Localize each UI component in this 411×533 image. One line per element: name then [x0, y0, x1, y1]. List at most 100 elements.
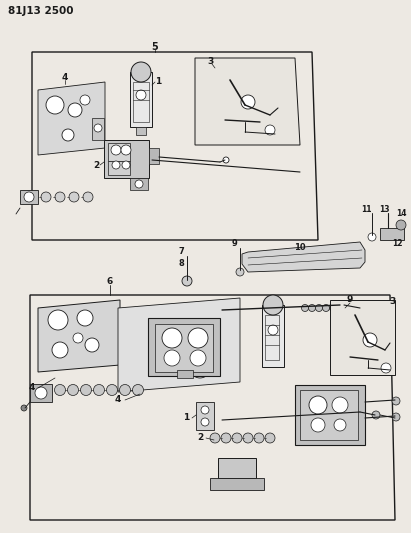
Text: 4: 4: [29, 384, 35, 392]
Text: 2: 2: [93, 160, 99, 169]
Circle shape: [164, 350, 180, 366]
Circle shape: [77, 310, 93, 326]
Text: 14: 14: [396, 208, 406, 217]
Circle shape: [85, 338, 99, 352]
Circle shape: [182, 276, 192, 286]
Text: 5: 5: [152, 42, 158, 52]
Circle shape: [73, 333, 83, 343]
Circle shape: [381, 363, 391, 373]
Circle shape: [309, 396, 327, 414]
Bar: [210, 478, 264, 490]
Text: 11: 11: [361, 206, 371, 214]
Circle shape: [311, 418, 325, 432]
Circle shape: [83, 192, 93, 202]
Polygon shape: [38, 300, 120, 372]
Bar: [92, 118, 104, 140]
Bar: [148, 318, 220, 376]
Circle shape: [136, 90, 146, 100]
Circle shape: [363, 333, 377, 347]
Polygon shape: [118, 298, 240, 392]
Circle shape: [263, 295, 283, 315]
Circle shape: [241, 95, 255, 109]
Circle shape: [35, 387, 47, 399]
Circle shape: [372, 411, 380, 419]
Circle shape: [48, 310, 68, 330]
Circle shape: [302, 304, 309, 311]
Circle shape: [392, 397, 400, 405]
Circle shape: [111, 145, 121, 155]
Bar: [130, 72, 152, 127]
Circle shape: [265, 125, 275, 135]
Text: 9: 9: [231, 239, 237, 248]
Circle shape: [210, 433, 220, 443]
Circle shape: [368, 233, 376, 241]
Circle shape: [120, 384, 131, 395]
Bar: [265, 315, 279, 360]
Circle shape: [221, 433, 231, 443]
Circle shape: [55, 192, 65, 202]
Circle shape: [94, 124, 102, 132]
Circle shape: [93, 384, 104, 395]
Circle shape: [132, 384, 143, 395]
Circle shape: [121, 145, 131, 155]
Bar: [30, 384, 52, 402]
Text: 4: 4: [62, 72, 68, 82]
Text: 2: 2: [197, 433, 203, 442]
Bar: [133, 82, 149, 122]
Text: 3: 3: [390, 297, 396, 306]
Circle shape: [254, 433, 264, 443]
Text: 10: 10: [294, 243, 306, 252]
Circle shape: [323, 304, 330, 311]
Bar: [177, 370, 193, 378]
Circle shape: [201, 406, 209, 414]
Circle shape: [24, 192, 34, 202]
Circle shape: [332, 397, 348, 413]
Circle shape: [309, 304, 316, 311]
Circle shape: [81, 384, 92, 395]
Circle shape: [232, 433, 242, 443]
Bar: [262, 305, 284, 367]
Circle shape: [80, 95, 90, 105]
Polygon shape: [195, 58, 300, 145]
Circle shape: [41, 192, 51, 202]
Circle shape: [21, 405, 27, 411]
Circle shape: [223, 157, 229, 163]
Circle shape: [69, 192, 79, 202]
Circle shape: [392, 413, 400, 421]
Bar: [155, 324, 213, 372]
Circle shape: [330, 304, 337, 311]
Bar: [295, 385, 365, 445]
Circle shape: [162, 328, 182, 348]
Bar: [380, 228, 404, 240]
Bar: [196, 402, 214, 430]
Bar: [136, 127, 146, 135]
Circle shape: [135, 180, 143, 188]
Bar: [108, 161, 130, 175]
Text: 1: 1: [155, 77, 161, 86]
Polygon shape: [38, 82, 105, 155]
Circle shape: [106, 384, 118, 395]
Text: 9: 9: [347, 295, 353, 304]
Circle shape: [316, 304, 323, 311]
Text: 7: 7: [178, 247, 184, 256]
Circle shape: [131, 62, 151, 82]
Circle shape: [122, 161, 130, 169]
Circle shape: [243, 433, 253, 443]
Bar: [20, 190, 38, 204]
Circle shape: [112, 161, 120, 169]
Text: 6: 6: [107, 278, 113, 287]
Bar: [149, 148, 159, 164]
Bar: [300, 390, 358, 440]
Circle shape: [201, 418, 209, 426]
Circle shape: [62, 129, 74, 141]
Text: 8: 8: [178, 259, 184, 268]
Circle shape: [396, 220, 406, 230]
Text: 1: 1: [183, 414, 189, 423]
Circle shape: [67, 384, 79, 395]
Polygon shape: [330, 300, 395, 375]
Polygon shape: [242, 242, 365, 272]
Circle shape: [336, 301, 344, 309]
Circle shape: [188, 328, 208, 348]
Text: 12: 12: [392, 239, 402, 248]
Circle shape: [265, 433, 275, 443]
